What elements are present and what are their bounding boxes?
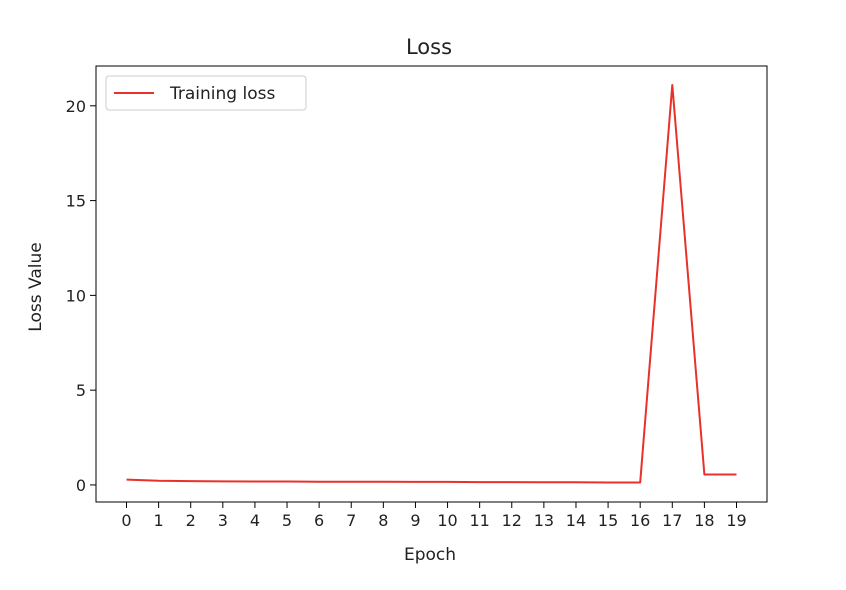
x-tick-label: 15 bbox=[598, 511, 618, 530]
legend-label: Training loss bbox=[169, 84, 275, 104]
legend: Training loss bbox=[105, 75, 307, 111]
x-tick-label: 9 bbox=[410, 511, 420, 530]
plot-frame bbox=[95, 65, 768, 503]
chart-title: Loss bbox=[406, 35, 452, 59]
x-tick-label: 14 bbox=[566, 511, 586, 530]
x-tick-label: 7 bbox=[346, 511, 356, 530]
x-axis-label: Epoch bbox=[404, 545, 456, 565]
x-tick-label: 8 bbox=[378, 511, 388, 530]
y-tick-label: 15 bbox=[66, 192, 86, 211]
y-axis-label: Loss Value bbox=[26, 242, 46, 331]
series-line-0 bbox=[126, 83, 737, 484]
x-tick-label: 4 bbox=[250, 511, 260, 530]
x-tick-label: 11 bbox=[469, 511, 489, 530]
x-tick-label: 19 bbox=[726, 511, 746, 530]
x-tick-label: 5 bbox=[282, 511, 292, 530]
y-tick-label: 0 bbox=[76, 476, 86, 495]
x-tick-label: 6 bbox=[314, 511, 324, 530]
x-tick-label: 17 bbox=[662, 511, 682, 530]
x-tick-label: 12 bbox=[502, 511, 522, 530]
y-tick-label: 20 bbox=[66, 97, 86, 116]
x-tick-label: 10 bbox=[437, 511, 457, 530]
x-tick-label: 1 bbox=[154, 511, 164, 530]
x-tick-label: 18 bbox=[694, 511, 714, 530]
y-tick-label: 10 bbox=[66, 286, 86, 305]
plot-area: 0 1 2 3 4 5 6 7 8 9 10 11 12 13 14 15 16 17 18 1905101520Tr… bbox=[66, 65, 768, 530]
x-tick-label: 0 bbox=[121, 511, 131, 530]
x-tick-label: 13 bbox=[534, 511, 554, 530]
y-tick-label: 5 bbox=[76, 381, 86, 400]
x-tick-label: 3 bbox=[218, 511, 228, 530]
x-tick-label: 16 bbox=[630, 511, 650, 530]
legend-box bbox=[105, 75, 307, 111]
x-tick-label: 2 bbox=[186, 511, 196, 530]
